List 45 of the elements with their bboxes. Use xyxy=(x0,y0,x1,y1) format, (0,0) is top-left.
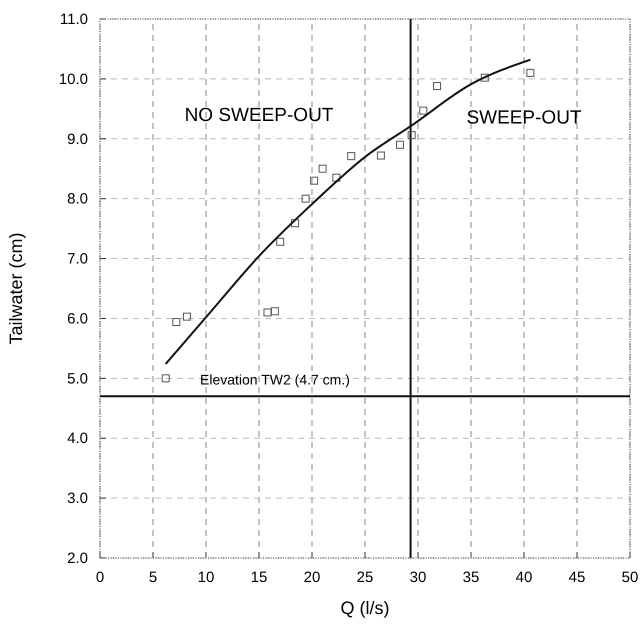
point xyxy=(318,164,327,173)
y-tick-label: 8.0 xyxy=(67,190,88,208)
y-tick-label: 6.0 xyxy=(67,310,88,328)
point xyxy=(182,312,191,321)
annotation: SWEEP-OUT xyxy=(466,108,582,129)
point xyxy=(419,106,428,115)
point xyxy=(172,318,180,326)
point xyxy=(291,219,300,228)
point xyxy=(263,308,272,316)
x-tick-label: 5 xyxy=(148,569,158,586)
point xyxy=(480,74,489,82)
x-tick-label: 0 xyxy=(96,569,104,586)
point xyxy=(408,131,416,140)
y-tick-label: 5.0 xyxy=(67,370,88,388)
point xyxy=(276,238,284,246)
y-tick-label: 10.0 xyxy=(58,70,88,88)
x-tick-label: 15 xyxy=(250,569,268,586)
y-tick-label: 11.0 xyxy=(60,11,88,28)
y-axis-title: Tailwater (cm) xyxy=(6,232,26,345)
x-tick-label: 40 xyxy=(516,569,532,586)
x-tick-label: 10 xyxy=(198,569,214,586)
point xyxy=(302,194,310,203)
ref-line-label: Elevation TW2 (4.7 cm.) xyxy=(200,371,350,388)
y-tick-label: 9.0 xyxy=(67,130,88,148)
annotation: NO SWEEP-OUT xyxy=(184,105,334,126)
x-tick-label: 25 xyxy=(356,569,374,586)
x-tick-label: 35 xyxy=(462,569,480,586)
x-tick-label: 50 xyxy=(622,569,638,586)
y-tick-label: 3.0 xyxy=(67,490,88,508)
point xyxy=(396,140,404,149)
point xyxy=(376,152,385,160)
point xyxy=(332,174,340,182)
point xyxy=(347,152,356,160)
y-tick-label: 7.0 xyxy=(67,250,88,268)
x-tick-label: 30 xyxy=(410,569,426,586)
x-tick-label: 45 xyxy=(568,569,586,586)
point xyxy=(310,176,318,185)
point xyxy=(270,307,279,316)
point xyxy=(526,68,534,77)
y-tick-label: 4.0 xyxy=(67,430,88,448)
point xyxy=(433,82,442,90)
x-tick-label: 20 xyxy=(304,569,320,586)
x-axis-title: Q (l/s) xyxy=(340,598,390,618)
y-tick-label: 2.0 xyxy=(67,550,88,567)
point xyxy=(162,374,170,382)
